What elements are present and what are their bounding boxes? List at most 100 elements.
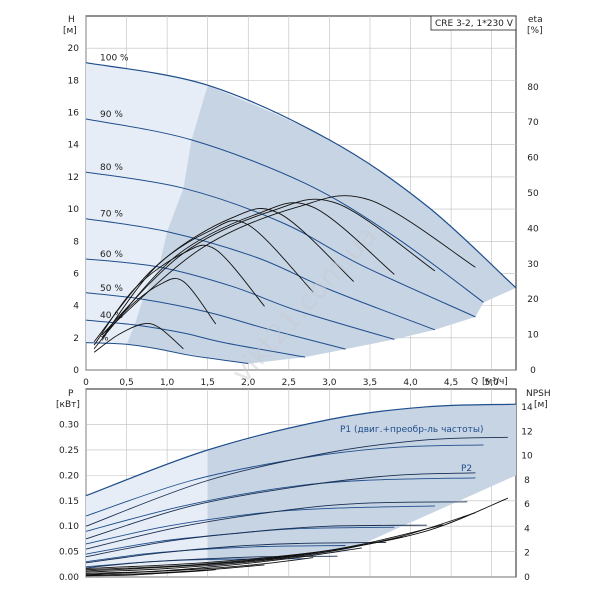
q-tick-label: 0 [83, 378, 89, 388]
eta-curve [93, 278, 217, 350]
eta-curve [101, 208, 355, 339]
h-tick-label: 6 [73, 269, 79, 279]
eta-tick-label: 70 [527, 118, 539, 128]
npsh-tick-label: 0 [524, 573, 530, 583]
eta-tick-label: 50 [527, 189, 539, 199]
npsh-tick-label: 8 [524, 476, 530, 486]
eta-tick-label: 80 [527, 83, 539, 93]
power-area [207, 404, 516, 567]
eta-curve [93, 323, 184, 353]
h-tick-label: 16 [68, 109, 80, 119]
eta-curve [93, 220, 314, 342]
pump-model-label: CRE 3-2, 1*230 V [435, 19, 514, 29]
p1-series-label: P1 (двиг.+преобр-ль частоты) [340, 425, 484, 435]
speed-curve-label: % [100, 334, 109, 344]
npsh-curve [85, 547, 362, 574]
p-tick-label: 0.20 [59, 471, 79, 481]
p2-curve [85, 524, 427, 558]
npsh-tick-label: 4 [524, 524, 530, 534]
speed-curves: 100 % 90 % 80 % 70 % 60 % 50 % 40 %% [85, 54, 517, 365]
speed-curve-label: 80 % [100, 163, 123, 173]
eta-tick-label: 20 [527, 295, 539, 305]
eta-tick-label: 30 [527, 260, 539, 270]
q-tick-label: 3,0 [322, 378, 337, 388]
head-area-light [86, 62, 330, 345]
p-tick-label: 0.25 [59, 446, 79, 456]
title-box: CRE 3-2, 1*230 V [430, 15, 517, 31]
power-panel: 0.00 0.05 0.10 0.15 0.20 0.25 0.30 0 2 4 6 8 10 12 14… [56, 388, 551, 583]
p2-curve [85, 541, 387, 564]
p-axis-unit: [кВт] [56, 400, 80, 410]
q-axis-label: Q [471, 377, 478, 387]
h-tick-label: 20 [68, 44, 80, 54]
h-tick-label: 0 [73, 366, 79, 376]
p-tick-label: 0.05 [59, 548, 79, 558]
speed-curve-label: 40 % [100, 311, 123, 321]
q-axis-ticks: 0 0,5 1,0 1,5 2,0 2,5 3,0 3,5 4,0 4,5 5,0 [83, 378, 499, 388]
eta-tick-label: 60 [527, 154, 539, 164]
speed-curve [85, 218, 436, 331]
p-axis-ticks: 0.00 0.05 0.10 0.15 0.20 0.25 0.30 [59, 421, 79, 583]
npsh-curve [85, 557, 314, 576]
h-tick-label: 10 [68, 205, 80, 215]
eta-tick-label: 40 [527, 224, 539, 234]
p-tick-label: 0.15 [59, 497, 79, 507]
h-tick-label: 2 [73, 334, 79, 344]
p1-curve [85, 505, 435, 545]
q-axis-unit: [м³/ч] [482, 377, 508, 387]
npsh-curves [85, 497, 509, 577]
p1-curve [85, 545, 346, 563]
eta-tick-label: 10 [527, 331, 539, 341]
npsh-tick-label: 6 [524, 500, 530, 510]
npsh-curve [85, 536, 403, 573]
q-tick-label: 4,0 [403, 378, 418, 388]
speed-curve-label: 90 % [100, 110, 123, 120]
speed-curve [85, 258, 395, 340]
speed-curve-label: 70 % [100, 210, 123, 220]
speed-curve-label: 50 % [100, 284, 123, 294]
eta-curve [93, 244, 265, 346]
h-tick-label: 14 [68, 141, 80, 151]
h-tick-label: 4 [73, 302, 79, 312]
p-tick-label: 0.30 [59, 421, 79, 431]
npsh-tick-label: 2 [524, 549, 530, 559]
npsh-curve [85, 524, 444, 572]
q-tick-label: 4,5 [444, 378, 458, 388]
eta-axis-ticks: 0 10 20 30 40 50 60 70 80 [527, 83, 539, 376]
h-tick-label: 12 [68, 173, 79, 183]
q-tick-label: 0,5 [119, 378, 133, 388]
h-tick-label: 8 [73, 237, 79, 247]
p-tick-label: 0.10 [59, 522, 79, 532]
power-area-light [86, 450, 208, 567]
eta-tick-label: 0 [530, 366, 536, 376]
npsh-curve [85, 564, 265, 576]
speed-curve [85, 62, 517, 289]
eta-curves [93, 195, 476, 353]
npsh-axis-ticks: 0 2 4 6 8 10 12 14 [521, 403, 533, 583]
eta-curve [101, 202, 395, 339]
p-axis-label: P [68, 389, 74, 399]
h-axis-unit: [м] [63, 26, 77, 36]
npsh-curve [85, 569, 216, 577]
head-area [126, 85, 516, 364]
p2-curves [85, 436, 508, 569]
eta-axis-unit: [%] [527, 26, 543, 36]
q-tick-label: 2,0 [241, 378, 256, 388]
q-tick-label: 2,5 [282, 378, 296, 388]
speed-curve [85, 171, 476, 318]
q-tick-label: 1,5 [201, 378, 215, 388]
h-axis-label: H [68, 15, 75, 25]
head-panel: 100 % 90 % 80 % 70 % 60 % 50 % 40 %% 0 0,5 1,0 1,… [63, 15, 543, 388]
speed-curve-label: 60 % [100, 250, 123, 260]
q-tick-label: 1,0 [160, 378, 175, 388]
h-tick-label: 18 [68, 76, 80, 86]
p2-curve [85, 436, 508, 527]
npsh-axis-unit: [м] [534, 400, 548, 410]
eta-axis-label: eta [528, 15, 543, 25]
speed-curve [85, 118, 484, 303]
h-axis-ticks: 0 2 4 6 8 10 12 14 16 18 20 [68, 44, 80, 376]
npsh-axis-label: NPSH [526, 389, 551, 399]
p2-curve [85, 472, 476, 540]
